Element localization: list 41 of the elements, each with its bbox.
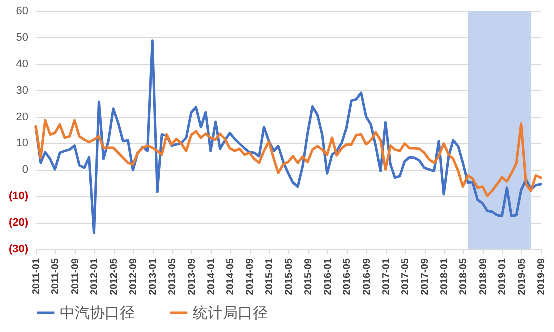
y-tick-label: 0	[22, 164, 28, 176]
x-tick-label: 2014-09	[245, 258, 256, 296]
x-tick-label: 2013-01	[148, 258, 160, 296]
x-tick-label: 2018-01	[439, 258, 450, 296]
y-tick-label: 20	[16, 111, 28, 124]
y-tick-label: 40	[16, 58, 28, 70]
y-tick-label: 30	[16, 84, 28, 97]
x-tick-label: 2015-09	[303, 258, 314, 296]
x-tick-label: 2012-05	[109, 258, 120, 296]
x-tick-label: 2013-05	[167, 258, 178, 296]
x-tick-label: 2011-09	[70, 258, 82, 295]
x-tick-label: 2015-01	[264, 258, 276, 296]
x-tick-label: 2011-01	[32, 258, 42, 295]
x-tick-label: 2016-01	[322, 258, 334, 296]
x-tick-label: 2014-01	[206, 258, 218, 296]
y-tick-label: 10	[16, 138, 28, 150]
line-series	[34, 40, 542, 234]
x-tick-label: 2018-05	[458, 258, 470, 296]
line-series	[34, 119, 542, 198]
x-tick-label: 2019-09	[536, 258, 548, 296]
y-tick-label: (10)	[8, 190, 29, 203]
y-tick-label: 50	[16, 32, 28, 44]
x-tick-label: 2014-05	[226, 258, 237, 296]
x-tick-label: 2012-01	[90, 258, 101, 296]
x-tick-label: 2016-05	[342, 258, 354, 296]
x-tick-label: 2015-05	[284, 258, 295, 296]
x-tick-label: 2017-05	[400, 258, 412, 296]
y-tick-label: 60	[16, 6, 28, 18]
x-tick-label: 2011-05	[50, 258, 62, 295]
x-tick-label: 2019-01	[498, 258, 509, 296]
legend-label: 中汽协口径	[60, 305, 135, 322]
x-tick-label: 2016-09	[362, 258, 373, 296]
x-tick-label: 2017-01	[381, 258, 392, 296]
x-tick-label: 2013-09	[186, 258, 198, 296]
legend-label: 统计局口径	[193, 305, 268, 322]
y-tick-label: (20)	[8, 217, 29, 230]
x-tick-label: 2019-05	[516, 258, 528, 296]
x-tick-label: 2012-09	[128, 258, 140, 296]
x-tick-label: 2017-09	[420, 258, 432, 296]
x-tick-label: 2018-09	[478, 258, 490, 296]
y-tick-label: (30)	[8, 244, 29, 256]
